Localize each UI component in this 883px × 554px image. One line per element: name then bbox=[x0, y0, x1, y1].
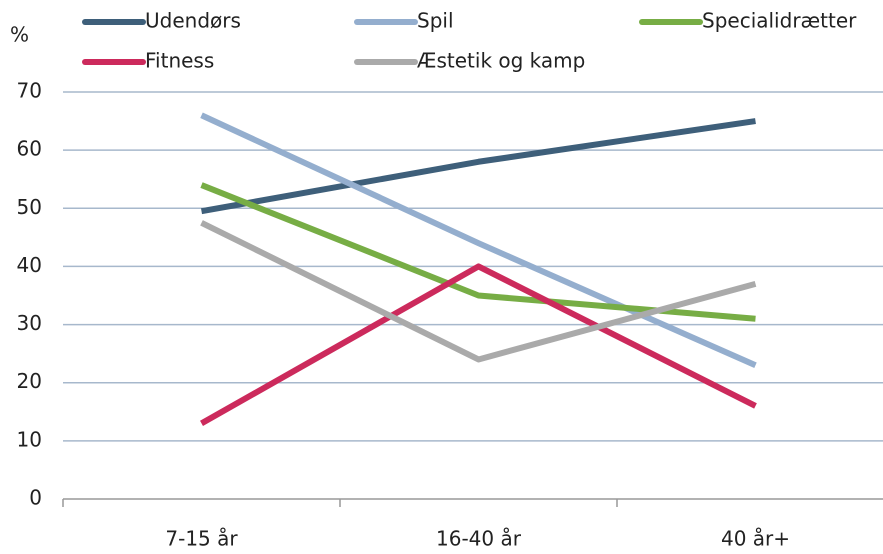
y-axis-label: % bbox=[10, 23, 29, 47]
legend-label: Spil bbox=[417, 9, 454, 33]
y-tick-label: 20 bbox=[17, 369, 42, 393]
series-line bbox=[200, 263, 757, 427]
legend-label: Specialidrætter bbox=[702, 9, 857, 33]
y-tick-label: 30 bbox=[17, 311, 42, 335]
y-tick-label: 0 bbox=[29, 486, 42, 510]
legend-label: Fitness bbox=[145, 49, 214, 73]
y-tick-label: 70 bbox=[17, 79, 42, 103]
series-line bbox=[200, 118, 756, 215]
y-tick-label: 50 bbox=[17, 195, 42, 219]
series-line bbox=[200, 112, 757, 369]
y-tick-label: 40 bbox=[17, 253, 42, 277]
y-tick-label: 10 bbox=[17, 427, 42, 451]
legend-label: Udendørs bbox=[145, 9, 241, 33]
series-line bbox=[200, 220, 757, 363]
y-tick-label: 60 bbox=[17, 137, 42, 161]
x-tick-label: 40 år+ bbox=[721, 527, 790, 551]
x-tick-label: 7-15 år bbox=[165, 527, 238, 551]
legend-label: Æstetik og kamp bbox=[417, 49, 585, 73]
x-tick-label: 16-40 år bbox=[436, 527, 522, 551]
series-line bbox=[200, 182, 756, 322]
